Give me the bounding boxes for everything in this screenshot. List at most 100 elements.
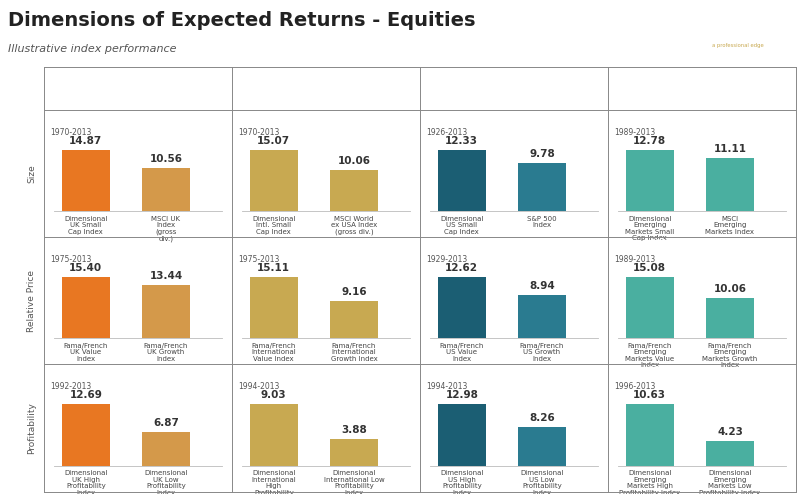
- Bar: [706, 158, 754, 211]
- Bar: [518, 426, 566, 465]
- Text: 15.08: 15.08: [634, 263, 666, 273]
- Bar: [142, 168, 190, 211]
- Text: SMALL: SMALL: [453, 112, 482, 121]
- Text: LOW: LOW: [646, 239, 665, 248]
- Text: HIGH: HIGH: [738, 239, 760, 248]
- Text: SMALL: SMALL: [77, 112, 106, 121]
- Text: MSCI World
ex USA Index
(gross div.): MSCI World ex USA Index (gross div.): [331, 216, 377, 235]
- Text: Dimensional
Intl. Small
Cap Index: Dimensional Intl. Small Cap Index: [252, 216, 295, 235]
- Text: LARGE: LARGE: [546, 112, 574, 121]
- Text: Size: Size: [27, 165, 36, 183]
- Text: HIGH: HIGH: [362, 239, 384, 248]
- Text: MSCI
Emerging
Markets Index: MSCI Emerging Markets Index: [706, 216, 754, 235]
- Text: 10.56: 10.56: [150, 154, 182, 164]
- Text: Fama/French
International
Value Index: Fama/French International Value Index: [251, 343, 296, 362]
- Text: LARGE: LARGE: [734, 112, 762, 121]
- Text: LARGE: LARGE: [170, 112, 198, 121]
- Text: SMALL: SMALL: [641, 112, 670, 121]
- Text: 1994-2013: 1994-2013: [426, 382, 468, 391]
- Text: Fama/French
US Growth
Index: Fama/French US Growth Index: [520, 343, 564, 362]
- Text: 1994-2013: 1994-2013: [238, 382, 280, 391]
- Text: Profitability: Profitability: [27, 402, 36, 454]
- Text: 10.06: 10.06: [338, 157, 370, 166]
- Text: SABLE: SABLE: [716, 18, 760, 32]
- Text: 12.78: 12.78: [634, 136, 666, 146]
- Bar: [142, 432, 190, 465]
- Text: 1989-2013: 1989-2013: [614, 128, 656, 137]
- Bar: [626, 404, 674, 465]
- Text: NON-US DEVELOPED
MARKETS STOCKS: NON-US DEVELOPED MARKETS STOCKS: [274, 79, 378, 98]
- Text: Fama/French
International
Growth Index: Fama/French International Growth Index: [330, 343, 378, 362]
- Text: 11.11: 11.11: [714, 144, 746, 154]
- Text: LOW: LOW: [363, 367, 382, 375]
- Bar: [250, 150, 298, 211]
- Text: 1975-2013: 1975-2013: [50, 255, 92, 264]
- Text: Illustrative index performance: Illustrative index performance: [8, 44, 177, 54]
- Text: 15.07: 15.07: [258, 136, 290, 146]
- Text: Relative Price: Relative Price: [27, 270, 36, 332]
- Bar: [438, 150, 486, 211]
- Text: 8.94: 8.94: [529, 281, 555, 291]
- Text: Dimensions of Expected Returns - Equities: Dimensions of Expected Returns - Equitie…: [8, 11, 475, 30]
- Text: Dimensional
Emerging
Markets High
Profitability Index: Dimensional Emerging Markets High Profit…: [619, 470, 680, 494]
- Text: 9.03: 9.03: [261, 390, 286, 400]
- Text: 12.98: 12.98: [446, 390, 478, 400]
- Text: Dimensional
UK High
Profitability
Index: Dimensional UK High Profitability Index: [64, 470, 107, 494]
- Text: 3.88: 3.88: [341, 425, 367, 435]
- Text: UK STOCKS: UK STOCKS: [109, 84, 167, 93]
- Text: 12.69: 12.69: [70, 390, 102, 400]
- Bar: [62, 404, 110, 465]
- Text: Dimensional
UK Small
Cap Index: Dimensional UK Small Cap Index: [64, 216, 107, 235]
- Bar: [706, 441, 754, 465]
- Bar: [518, 295, 566, 338]
- Text: HIGH: HIGH: [644, 367, 666, 375]
- Text: LOW: LOW: [270, 239, 289, 248]
- Text: 15.11: 15.11: [258, 263, 290, 273]
- Text: LOW: LOW: [551, 367, 570, 375]
- Text: LOW: LOW: [82, 239, 101, 248]
- Text: 1929-2013: 1929-2013: [426, 255, 468, 264]
- Bar: [518, 163, 566, 211]
- Text: US STOCKS: US STOCKS: [485, 84, 543, 93]
- Text: MSCI UK
Index
(gross
div.): MSCI UK Index (gross div.): [151, 216, 181, 242]
- Bar: [706, 297, 754, 338]
- Text: Dimensional
UK Low
Profitability
Index: Dimensional UK Low Profitability Index: [144, 470, 188, 494]
- Text: S&P 500
Index: S&P 500 Index: [527, 216, 557, 228]
- Text: Fama/French
US Value
Index: Fama/French US Value Index: [440, 343, 484, 362]
- Text: Fama/French
Emerging
Markets Growth
Index: Fama/French Emerging Markets Growth Inde…: [702, 343, 758, 369]
- Bar: [330, 439, 378, 465]
- Bar: [330, 170, 378, 211]
- Text: 15.40: 15.40: [70, 263, 102, 273]
- Text: 8.26: 8.26: [529, 412, 555, 423]
- Text: 12.62: 12.62: [446, 263, 478, 273]
- Text: 1996-2013: 1996-2013: [614, 382, 656, 391]
- Text: Dimensional
US Small
Cap Index: Dimensional US Small Cap Index: [440, 216, 483, 235]
- Bar: [62, 277, 110, 338]
- Text: HIGH: HIGH: [456, 367, 478, 375]
- Text: Fama/French
UK Growth
Index: Fama/French UK Growth Index: [144, 343, 188, 362]
- Text: 14.87: 14.87: [69, 136, 102, 146]
- Bar: [626, 277, 674, 338]
- Text: Dimensional
US High
Profitability
Index: Dimensional US High Profitability Index: [440, 470, 483, 494]
- Bar: [142, 285, 190, 338]
- Text: 1992-2013: 1992-2013: [50, 382, 92, 391]
- Bar: [438, 277, 486, 338]
- Text: LOW: LOW: [175, 367, 194, 375]
- Bar: [438, 404, 486, 465]
- Text: Dimensional
International
High
Profitability
Index: Dimensional International High Profitabi…: [251, 470, 296, 494]
- Bar: [626, 150, 674, 211]
- Text: 1970-2013: 1970-2013: [238, 128, 280, 137]
- Text: 1975-2013: 1975-2013: [238, 255, 280, 264]
- Text: HIGH: HIGH: [268, 367, 290, 375]
- Text: LOW: LOW: [458, 239, 477, 248]
- Text: 6.87: 6.87: [153, 418, 179, 428]
- Text: HIGH: HIGH: [80, 367, 102, 375]
- Text: a professional edge: a professional edge: [712, 42, 764, 47]
- Text: SMALL: SMALL: [265, 112, 294, 121]
- Text: 9.78: 9.78: [529, 149, 555, 159]
- Text: 1989-2013: 1989-2013: [614, 255, 656, 264]
- Bar: [330, 301, 378, 338]
- Text: 4.23: 4.23: [717, 427, 743, 437]
- Text: HIGH: HIGH: [550, 239, 572, 248]
- Bar: [62, 150, 110, 211]
